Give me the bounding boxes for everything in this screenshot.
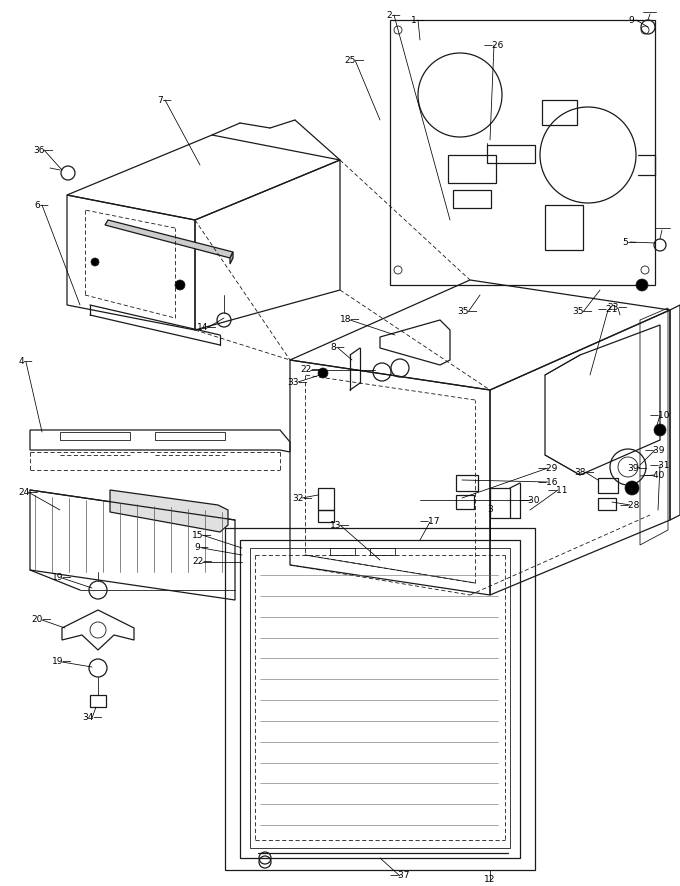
Text: 5—: 5— xyxy=(623,237,637,246)
Bar xyxy=(453,190,491,208)
Text: 19—: 19— xyxy=(52,657,72,666)
Text: 9—: 9— xyxy=(194,543,209,553)
Bar xyxy=(330,548,355,555)
Text: 3: 3 xyxy=(487,506,493,515)
Bar xyxy=(318,488,334,510)
Text: 4—: 4— xyxy=(18,357,33,367)
Text: 9—: 9— xyxy=(628,15,643,25)
Text: 14—: 14— xyxy=(197,323,217,332)
Text: 25—: 25— xyxy=(345,56,365,65)
Text: —39: —39 xyxy=(645,446,665,455)
Bar xyxy=(448,155,496,183)
Circle shape xyxy=(91,258,99,266)
Text: —29: —29 xyxy=(538,463,558,472)
Bar xyxy=(598,478,618,493)
Polygon shape xyxy=(110,490,228,532)
Bar xyxy=(598,498,616,510)
Text: 12: 12 xyxy=(484,875,496,884)
Bar xyxy=(456,475,478,491)
Text: 1—: 1— xyxy=(411,15,426,25)
Text: 6—: 6— xyxy=(35,200,50,209)
Text: —30: —30 xyxy=(520,495,540,504)
Text: 22—: 22— xyxy=(300,366,320,375)
Bar xyxy=(318,510,334,522)
Circle shape xyxy=(625,481,639,495)
Bar xyxy=(542,100,577,125)
Text: 8—: 8— xyxy=(330,344,345,353)
Text: 34—: 34— xyxy=(82,713,102,722)
Bar xyxy=(60,432,130,440)
Bar xyxy=(90,695,106,707)
Text: 19—: 19— xyxy=(52,573,72,582)
Text: 22—: 22— xyxy=(192,557,212,566)
Bar xyxy=(490,488,510,518)
Text: 15—: 15— xyxy=(192,531,212,540)
Text: —28: —28 xyxy=(619,501,640,509)
Polygon shape xyxy=(230,252,233,264)
Text: 2—: 2— xyxy=(387,11,401,19)
Text: —26: —26 xyxy=(483,41,504,50)
Text: —21: —21 xyxy=(598,306,618,315)
Text: —17: —17 xyxy=(420,517,440,526)
Circle shape xyxy=(318,368,328,378)
Circle shape xyxy=(636,279,648,291)
Text: 7—: 7— xyxy=(158,96,172,105)
Text: —10: —10 xyxy=(650,410,670,419)
Circle shape xyxy=(654,424,666,436)
Text: —40: —40 xyxy=(645,470,665,479)
Text: 23—: 23— xyxy=(608,304,628,313)
Text: 13—: 13— xyxy=(330,520,350,530)
Polygon shape xyxy=(105,220,233,258)
Text: 18—: 18— xyxy=(340,315,360,324)
Text: 33—: 33— xyxy=(288,377,308,386)
Text: 35—: 35— xyxy=(573,307,593,316)
Text: 32—: 32— xyxy=(292,494,312,502)
Text: —11: —11 xyxy=(548,486,568,494)
Text: —31: —31 xyxy=(650,461,670,470)
Text: 36—: 36— xyxy=(34,145,54,154)
Text: 20—: 20— xyxy=(32,616,52,625)
Bar xyxy=(456,495,474,509)
Bar xyxy=(155,432,225,440)
Text: 24—: 24— xyxy=(18,487,38,496)
Bar xyxy=(545,205,583,250)
Circle shape xyxy=(175,280,185,290)
Bar xyxy=(370,548,395,555)
Bar xyxy=(487,145,535,163)
Text: —16: —16 xyxy=(538,478,558,486)
Text: 38—: 38— xyxy=(575,468,595,477)
Text: 39—: 39— xyxy=(628,463,648,472)
Text: 35—: 35— xyxy=(458,307,478,316)
Text: —37: —37 xyxy=(390,872,410,881)
